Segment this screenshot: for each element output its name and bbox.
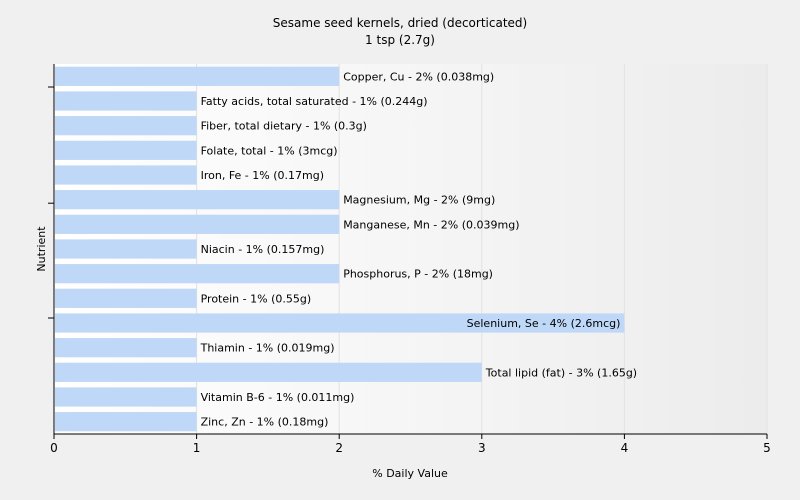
chart-subtitle: 1 tsp (2.7g) xyxy=(365,33,435,47)
bar xyxy=(55,412,197,432)
bar-label: Niacin - 1% (0.157mg) xyxy=(201,243,325,256)
bar xyxy=(55,313,625,333)
bar xyxy=(55,264,340,284)
bar xyxy=(55,362,482,382)
x-axis-title: % Daily Value xyxy=(372,467,448,480)
axes xyxy=(48,64,767,435)
bars: Copper, Cu - 2% (0.038mg) Fatty acids, to… xyxy=(55,66,637,432)
x-tick-label: 2 xyxy=(335,441,343,455)
bar xyxy=(55,66,340,86)
bar xyxy=(55,165,197,185)
bar-label: Protein - 1% (0.55g) xyxy=(201,292,312,305)
bar xyxy=(55,140,197,160)
y-axis-title: Nutrient xyxy=(35,226,48,272)
bar-label: Selenium, Se - 4% (2.6mcg) xyxy=(467,317,621,330)
bar-label: Fatty acids, total saturated - 1% (0.244… xyxy=(201,95,428,108)
bar-label: Zinc, Zn - 1% (0.18mg) xyxy=(201,416,329,429)
bar xyxy=(55,116,197,136)
bar xyxy=(55,214,340,234)
x-ticks: 0 1 2 3 4 5 xyxy=(50,434,771,455)
chart-title: Sesame seed kernels, dried (decorticated… xyxy=(273,16,527,30)
x-tick-label: 4 xyxy=(621,441,629,455)
bar-label: Phosphorus, P - 2% (18mg) xyxy=(343,268,493,281)
bar-label: Thiamin - 1% (0.019mg) xyxy=(200,342,335,355)
bar xyxy=(55,387,197,407)
bar xyxy=(55,190,340,210)
bar-label: Manganese, Mn - 2% (0.039mg) xyxy=(343,218,519,231)
x-tick-label: 0 xyxy=(50,441,58,455)
x-tick-label: 3 xyxy=(478,441,486,455)
x-tick-label: 5 xyxy=(763,441,771,455)
bar-label: Vitamin B-6 - 1% (0.011mg) xyxy=(201,391,355,404)
bar xyxy=(55,288,197,308)
x-tick-label: 1 xyxy=(193,441,201,455)
bar-label: Iron, Fe - 1% (0.17mg) xyxy=(201,169,324,182)
bar-label: Folate, total - 1% (3mcg) xyxy=(201,144,338,157)
bar xyxy=(55,239,197,259)
bar-label: Fiber, total dietary - 1% (0.3g) xyxy=(201,120,367,133)
bar-label: Total lipid (fat) - 3% (1.65g) xyxy=(485,366,637,379)
bar-label: Magnesium, Mg - 2% (9mg) xyxy=(343,194,495,207)
bar xyxy=(55,91,197,111)
bar-label: Copper, Cu - 2% (0.038mg) xyxy=(343,70,494,83)
bar xyxy=(55,338,197,358)
